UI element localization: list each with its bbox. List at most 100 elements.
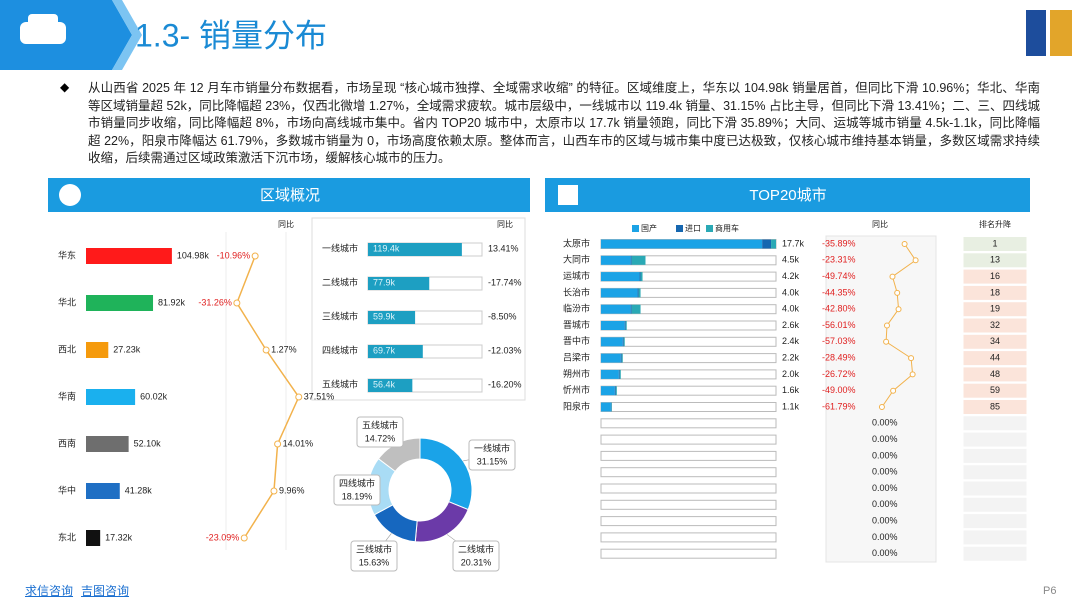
footer-link[interactable]: 吉图咨询 <box>81 584 130 598</box>
page-title: 1.3- 销量分布 <box>135 17 327 53</box>
callout-box <box>356 416 404 448</box>
callout-value: 31.15% <box>477 456 508 466</box>
bar <box>368 311 416 324</box>
category-label: 晋城市 <box>563 319 590 330</box>
footer-link[interactable]: 求信咨询 <box>25 584 74 598</box>
summary: 从山西省 2025 年 12 月车市销量分布数据看，市场呈现 “核心城市独撑、全… <box>88 81 1040 165</box>
bar-segment <box>601 255 631 265</box>
car-icon <box>28 14 58 26</box>
value-label: 27.23k <box>113 344 141 354</box>
bar-segment <box>630 255 632 265</box>
total-label: 4.5k <box>782 255 800 265</box>
callout-value: 14.72% <box>365 433 396 443</box>
yoy-point <box>251 252 259 260</box>
total-label: 1.6k <box>782 385 800 395</box>
callout-name: 五线城市 <box>362 419 398 430</box>
logo <box>1050 10 1072 56</box>
callout-name: 三线城市 <box>356 543 392 554</box>
bar-segment <box>638 288 641 298</box>
bar-track <box>600 320 777 331</box>
bar <box>86 342 109 358</box>
donut-slice <box>414 501 469 543</box>
bar-segment <box>601 321 625 330</box>
category-label: 朔州市 <box>563 368 590 379</box>
bar-segment <box>625 321 627 330</box>
bar <box>368 345 423 358</box>
yoy-point <box>270 487 278 495</box>
rank-label: 1 <box>992 238 997 248</box>
legend-swatch <box>676 225 683 232</box>
rank-cell <box>962 366 1028 383</box>
bar-track <box>600 499 777 510</box>
rank-cell <box>962 480 1028 497</box>
category-label: 二线城市 <box>322 276 358 287</box>
bar-segment <box>619 369 621 379</box>
rank-cell <box>962 284 1028 301</box>
category-label: 临汾市 <box>563 303 590 314</box>
rank-label: 19 <box>990 304 1000 314</box>
total-label: 2.0k <box>782 369 800 379</box>
value-label: 41.28k <box>125 485 153 495</box>
callout-box <box>452 540 500 572</box>
bar <box>368 379 413 392</box>
legend-swatch <box>706 225 713 232</box>
panel-title: TOP20城市 <box>749 187 826 204</box>
yoy-label: -8.50% <box>488 311 517 321</box>
rank-label: 34 <box>990 336 1000 346</box>
category-label: 西南 <box>58 437 76 448</box>
panel-icon <box>59 184 81 206</box>
panel-icon <box>558 185 578 205</box>
panel-header <box>545 178 1030 212</box>
yoy-point <box>912 257 919 264</box>
bar-segment <box>637 288 639 298</box>
rank-label: 44 <box>990 352 1000 362</box>
category-label: 华中 <box>58 484 76 495</box>
total-label: 17.7k <box>782 238 805 248</box>
rank-cell <box>962 464 1028 481</box>
rank-cell <box>962 513 1028 530</box>
bar-segment <box>640 272 643 282</box>
yoy-point <box>262 346 270 354</box>
yoy-label: 0.00% <box>872 499 898 509</box>
bar <box>86 436 129 452</box>
category-label: 运城市 <box>563 270 590 281</box>
rank-cell <box>962 252 1028 269</box>
value-label: 59.9k <box>373 311 396 321</box>
value-label: 81.92k <box>158 297 186 307</box>
legend-swatch <box>632 225 639 232</box>
yoy-label: 0.00% <box>872 515 898 525</box>
bar-track <box>600 548 777 559</box>
yoy-label: -31.26% <box>198 297 232 307</box>
yoy-point <box>883 322 890 329</box>
yoy-label: -16.20% <box>488 379 522 389</box>
legend-label: 进口 <box>685 224 701 233</box>
callout-box <box>333 474 381 506</box>
yoy-point <box>295 393 303 401</box>
rank-label: 16 <box>990 271 1000 281</box>
yoy-label: -35.89% <box>822 238 856 248</box>
callout-value: 20.31% <box>461 557 492 567</box>
callout-value: 18.19% <box>342 491 373 501</box>
bar-segment <box>762 239 772 249</box>
category-label: 大同市 <box>563 254 590 265</box>
category-label: 太原市 <box>563 237 590 248</box>
bar-track <box>600 450 777 461</box>
yoy-point <box>274 440 282 448</box>
value-label: 104.98k <box>177 250 210 260</box>
rank-cell <box>962 415 1028 432</box>
rank-cell <box>962 431 1028 448</box>
bar-segment <box>622 337 624 347</box>
bar-segment <box>601 288 638 298</box>
bar-segment <box>631 255 646 265</box>
bar <box>86 530 101 546</box>
rank-cell <box>962 333 1028 350</box>
bar-segment <box>615 386 617 396</box>
donut-slice <box>377 437 421 473</box>
callout-box <box>350 540 398 572</box>
panel-title: 区域概况 <box>260 187 320 204</box>
page-number: P6 <box>1043 585 1057 597</box>
bar-track <box>600 467 777 478</box>
total-label: 4.0k <box>782 304 800 314</box>
yoy-label: -17.74% <box>488 277 522 287</box>
